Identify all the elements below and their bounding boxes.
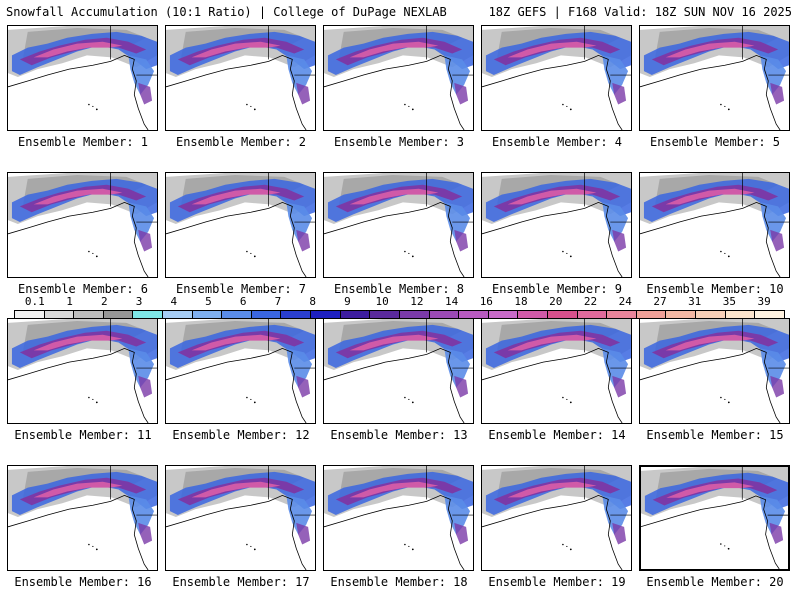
legend-value-label: 2 (100, 295, 108, 308)
legend-swatch (192, 311, 223, 318)
legend-value-label: 8 (309, 295, 316, 308)
snowfall-color-legend (14, 310, 785, 319)
legend-swatch (311, 311, 341, 318)
ensemble-member-map (165, 318, 316, 424)
ensemble-member-map (323, 25, 474, 131)
ensemble-member-label: Ensemble Member: 11 (14, 428, 152, 442)
ensemble-member-label: Ensemble Member: 7 (175, 282, 307, 296)
ensemble-member-map (7, 172, 158, 278)
ensemble-member-map (639, 465, 790, 571)
legend-swatch (755, 311, 784, 318)
legend-swatch (636, 311, 667, 318)
ensemble-member-label: Ensemble Member: 12 (172, 428, 310, 442)
ensemble-member-map (165, 465, 316, 571)
legend-value-label: 6 (239, 295, 247, 308)
ensemble-member-label: Ensemble Member: 19 (488, 575, 626, 589)
legend-value-label: 9 (344, 295, 351, 308)
legend-swatch (459, 311, 489, 318)
ensemble-member-label: Ensemble Member: 20 (646, 575, 784, 589)
legend-swatch (429, 311, 460, 318)
legend-value-label: 27 (653, 295, 667, 308)
run-valid-time: 18Z GEFS | F168 Valid: 18Z SUN NOV 16 20… (488, 5, 792, 19)
legend-swatch (222, 311, 252, 318)
legend-swatch (340, 311, 371, 318)
ensemble-member-label: Ensemble Member: 15 (646, 428, 784, 442)
map-title: Snowfall Accumulation (10:1 Ratio) | Col… (6, 5, 447, 19)
legend-value-label: 22 (583, 295, 598, 308)
ensemble-member-map (7, 318, 158, 424)
ensemble-member-label: Ensemble Member: 3 (333, 135, 465, 149)
legend-value-label: 12 (410, 295, 424, 308)
legend-swatch (518, 311, 548, 318)
legend-swatch (607, 311, 637, 318)
ensemble-member-map (639, 318, 790, 424)
ensemble-member-map (481, 465, 632, 571)
legend-value-label: 10 (375, 295, 389, 308)
ensemble-member-label: Ensemble Member: 16 (14, 575, 152, 589)
ensemble-member-map (323, 318, 474, 424)
legend-swatch (488, 311, 519, 318)
ensemble-member-map (639, 172, 790, 278)
ensemble-member-map (323, 172, 474, 278)
ensemble-member-label: Ensemble Member: 17 (172, 575, 310, 589)
legend-swatch (251, 311, 282, 318)
ensemble-member-label: Ensemble Member: 18 (330, 575, 468, 589)
ensemble-member-label: Ensemble Member: 9 (491, 282, 623, 296)
legend-swatch (281, 311, 312, 318)
legend-value-label: 35 (722, 295, 737, 308)
legend-value-label: 18 (514, 295, 528, 308)
legend-swatch (725, 311, 756, 318)
legend-swatch (577, 311, 608, 318)
legend-value-label: 4 (170, 295, 178, 308)
legend-value-label: 20 (549, 295, 563, 308)
ensemble-member-label: Ensemble Member: 14 (488, 428, 626, 442)
ensemble-member-label: Ensemble Member: 2 (175, 135, 307, 149)
legend-value-label: 39 (757, 295, 771, 308)
ensemble-member-label: Ensemble Member: 13 (330, 428, 468, 442)
legend-swatch (133, 311, 164, 318)
legend-value-label: 5 (205, 295, 212, 308)
ensemble-member-label: Ensemble Member: 5 (649, 135, 781, 149)
ensemble-member-map (7, 25, 158, 131)
legend-value-label: 31 (688, 295, 702, 308)
ensemble-member-map (323, 465, 474, 571)
legend-swatch (370, 311, 400, 318)
legend-value-label: 24 (618, 295, 632, 308)
legend-swatch (547, 311, 578, 318)
legend-swatch (696, 311, 726, 318)
legend-swatch (103, 311, 134, 318)
ensemble-member-label: Ensemble Member: 4 (491, 135, 623, 149)
ensemble-member-map (481, 318, 632, 424)
ensemble-member-label: Ensemble Member: 8 (333, 282, 465, 296)
legend-value-label: 16 (479, 295, 493, 308)
legend-swatch (163, 311, 193, 318)
ensemble-member-label: Ensemble Member: 1 (17, 135, 149, 149)
legend-value-label: 7 (274, 295, 282, 308)
ensemble-member-map (165, 25, 316, 131)
ensemble-member-map (481, 172, 632, 278)
legend-value-label: 1 (66, 295, 73, 308)
ensemble-member-map (165, 172, 316, 278)
ensemble-member-map (481, 25, 632, 131)
ensemble-member-label: Ensemble Member: 10 (646, 282, 784, 296)
legend-swatch (666, 311, 697, 318)
legend-swatch (74, 311, 104, 318)
legend-value-label: 0.1 (24, 295, 45, 308)
legend-value-label: 3 (135, 295, 143, 308)
legend-swatch (399, 311, 430, 318)
legend-swatch (15, 311, 45, 318)
ensemble-member-map (7, 465, 158, 571)
ensemble-member-map (639, 25, 790, 131)
ensemble-member-label: Ensemble Member: 6 (17, 282, 149, 296)
legend-swatch (44, 311, 75, 318)
legend-value-label: 14 (444, 295, 459, 308)
